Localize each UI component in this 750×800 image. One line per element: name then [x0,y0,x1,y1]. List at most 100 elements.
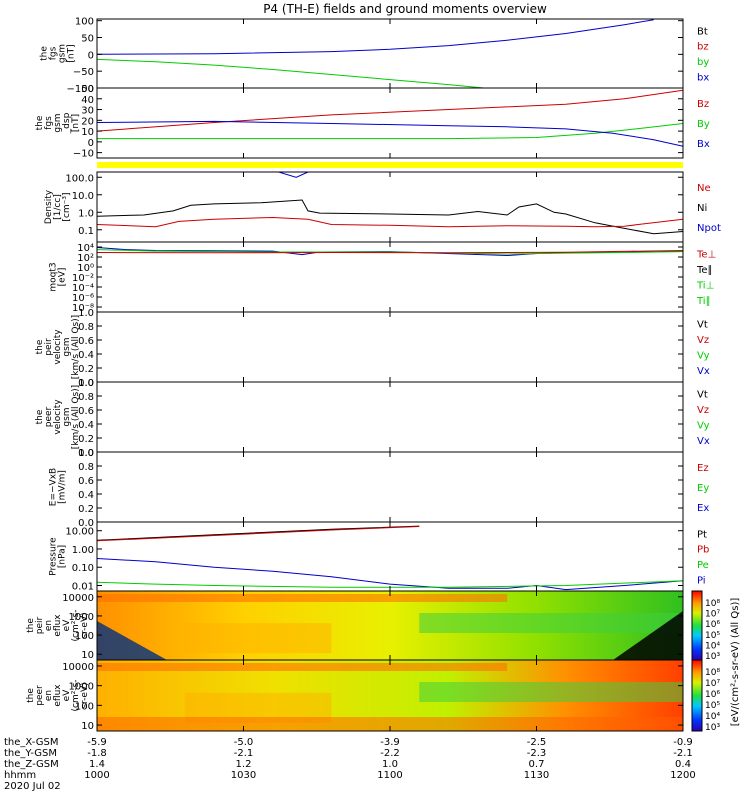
colorbar-tick-label: 10⁵ [705,701,720,711]
y-tick-label: 0.0 [78,518,94,529]
y-axis-label: [mV/m] [58,470,68,504]
y-tick-label: −50 [73,67,94,78]
y-tick-label: 100 [75,701,94,712]
legend-Vz-label: Vz [697,335,709,346]
y-axis-label: E=−VxB [49,468,59,506]
y-tick-label: 0.01 [72,582,94,593]
x-axis-value: -2.2 [380,748,400,759]
panel-frame [96,311,684,383]
colorbar-tick-label: 10⁸ [705,599,720,609]
y-tick-label: 1000 [69,682,94,693]
y-axis-label: [km/s (All Qs)] [71,385,81,449]
figure-title: P4 (TH-E) fields and ground moments over… [263,2,547,16]
legend-Vy-label: Vy [697,351,710,362]
y-tick-label: 10⁴ [77,243,94,254]
colorbar-tick-label: 10⁶ [705,690,720,700]
y-axis-label: the [35,409,45,424]
x-axis-row-label: the_X-GSM [4,737,58,748]
x-axis-value: 1030 [231,770,256,781]
heatmap-band [97,663,508,671]
legend-Pb-label: Pb [697,545,709,556]
y-tick-label: 10 [81,650,94,661]
panel-p8: 10.00 1.00 0.10 0.01 Pressure [nPa] Pt Pb Pe Pi [49,521,709,593]
y-axis-label: [eV] [58,268,68,287]
y-axis-label: sr-eV) [80,612,90,638]
colorbar [691,590,703,661]
x-axis-value: -2.3 [527,748,547,759]
y-axis-label: eflux [53,684,63,707]
y-axis-label: gsm [62,407,72,426]
heatmap-band [419,613,683,633]
y-tick-label: 100 [75,631,94,642]
y-tick-label: 10⁻² [72,273,94,284]
legend-Te-label: Te∥ [696,265,713,276]
heatmap-band [613,611,683,660]
y-tick-label: 10 [81,721,94,732]
y-axis-label: peir [44,338,54,356]
y-axis-label: fgs [49,46,59,60]
y-axis-label: the [26,618,36,633]
y-axis-label: velocity [53,329,63,365]
y-tick-label: 0.6 [78,476,94,487]
colorbar-tick-label: 10⁶ [705,620,720,630]
y-axis-label: en [44,620,54,631]
x-axis-value: -2.1 [234,748,254,759]
panel-p6: 1.0 0.8 0.6 0.4 0.2 0.0 the peer velocity gsm [km/… [35,378,710,459]
series-bx-line [96,19,654,55]
y-axis-label: fgs [44,116,54,130]
legend-Vx-label: Vx [697,366,710,377]
legend-Vt-label: Vt [697,319,708,330]
y-tick-label: 10⁻⁶ [72,293,94,304]
y-tick-label: 10 [81,127,94,138]
quality-flag-bar [97,162,683,168]
x-axis-row-label: hhmm [4,770,36,781]
y-axis-label: eflux [53,614,63,637]
x-axis-value: -2.1 [673,748,693,759]
y-tick-label: 40 [81,95,94,106]
y-axis-label: (cm²-s- [71,609,81,641]
colorbar-tick-label: 10⁵ [705,631,720,641]
x-axis-value: -1.8 [87,748,107,759]
y-tick-label: 0.2 [78,364,94,375]
legend-Ey-label: Ey [697,483,709,494]
x-axis-value: 1.0 [382,759,398,770]
date-label: 2020 Jul 02 [4,781,61,792]
y-axis-label: (cm²-s- [71,679,81,711]
legend-By-label: By [697,119,710,130]
legend-Ex-label: Ex [697,503,709,514]
colorbar-tick-label: 10⁷ [705,679,720,689]
y-tick-label: 0.0 [78,378,94,389]
y-tick-label: 100 [75,17,94,28]
y-axis-label: en [44,690,54,701]
legend-bx-label: bx [697,72,709,83]
heatmap-band [97,621,167,660]
panel-frame [96,521,684,592]
y-axis-label: _dsp [62,112,72,134]
legend-Vt-label: Vt [697,389,708,400]
y-tick-label: 10⁻⁸ [72,303,94,314]
y-axis-label: [1/cc] [53,194,63,220]
y-tick-label: 1000 [69,612,94,623]
legend-Pi-label: Pi [697,575,706,586]
y-axis-label: [nPa] [58,545,68,568]
legend-Vz-label: Vz [697,405,709,416]
legend-Vx-label: Vx [697,436,710,447]
colorbar-tick-label: 10³ [705,652,720,662]
panel-p5: 1.0 0.8 0.6 0.4 0.2 0.0 the peir velocity gsm [km/… [35,308,710,389]
x-axis-row-label: the_Y-GSM [4,748,57,759]
legend-Te-label: Te⊥ [696,249,716,260]
panel-p7: 1.0 0.8 0.6 0.4 0.2 0.0 E=−VxB [mV/m] Ez Ey Ex [49,448,710,529]
y-tick-label: 0.10 [72,563,94,574]
legend-Pt-label: Pt [697,529,707,540]
heatmap-band [184,623,332,654]
legend-Ez-label: Ez [697,463,709,474]
y-tick-label: 20 [81,116,94,127]
heatmap-band [419,682,683,702]
y-axis-label: the [35,115,45,130]
y-tick-label: 0.0 [78,448,94,459]
series-Bz-line [96,89,684,132]
panel-p3: 100.0 10.0 1.0 0.1 Density [1/cc] [cm⁻³] Ne Ni Np… [44,171,721,243]
y-tick-label: 1.0 [78,208,94,219]
y-tick-label: 10.0 [72,191,94,202]
series-Bx-line [96,120,684,147]
